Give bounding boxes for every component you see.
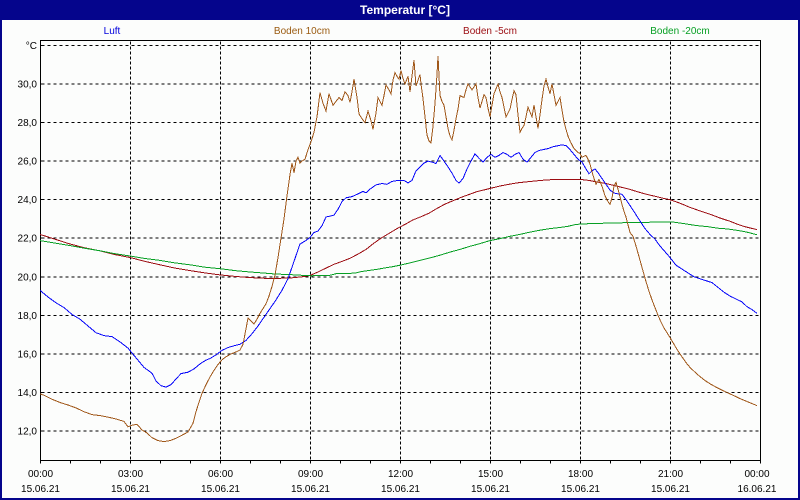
svg-text:16,0: 16,0 xyxy=(18,349,38,360)
svg-text:03:00: 03:00 xyxy=(118,469,143,480)
svg-text:24,0: 24,0 xyxy=(18,195,38,206)
svg-text:30,0: 30,0 xyxy=(18,80,38,91)
svg-text:26,0: 26,0 xyxy=(18,157,38,168)
svg-text:15.06.21: 15.06.21 xyxy=(651,484,690,495)
svg-text:18,0: 18,0 xyxy=(18,311,38,322)
svg-text:12,0: 12,0 xyxy=(18,427,38,438)
svg-text:00:00: 00:00 xyxy=(744,469,769,480)
svg-text:15:00: 15:00 xyxy=(478,469,503,480)
svg-text:21:00: 21:00 xyxy=(658,469,683,480)
svg-text:15.06.21: 15.06.21 xyxy=(21,484,60,495)
svg-text:15.06.21: 15.06.21 xyxy=(201,484,240,495)
svg-text:15.06.21: 15.06.21 xyxy=(111,484,150,495)
svg-text:°C: °C xyxy=(26,41,37,52)
svg-text:22,0: 22,0 xyxy=(18,234,38,245)
svg-text:06:00: 06:00 xyxy=(208,469,233,480)
svg-text:15.06.21: 15.06.21 xyxy=(381,484,420,495)
svg-text:14,0: 14,0 xyxy=(18,388,38,399)
svg-text:15.06.21: 15.06.21 xyxy=(291,484,330,495)
svg-text:16.06.21: 16.06.21 xyxy=(738,484,777,495)
svg-text:09:00: 09:00 xyxy=(298,469,323,480)
svg-text:00:00: 00:00 xyxy=(28,469,53,480)
svg-text:15.06.21: 15.06.21 xyxy=(561,484,600,495)
svg-text:18:00: 18:00 xyxy=(568,469,593,480)
svg-text:28,0: 28,0 xyxy=(18,118,38,129)
svg-text:20,0: 20,0 xyxy=(18,272,38,283)
svg-text:12:00: 12:00 xyxy=(388,469,413,480)
svg-text:15.06.21: 15.06.21 xyxy=(471,484,510,495)
